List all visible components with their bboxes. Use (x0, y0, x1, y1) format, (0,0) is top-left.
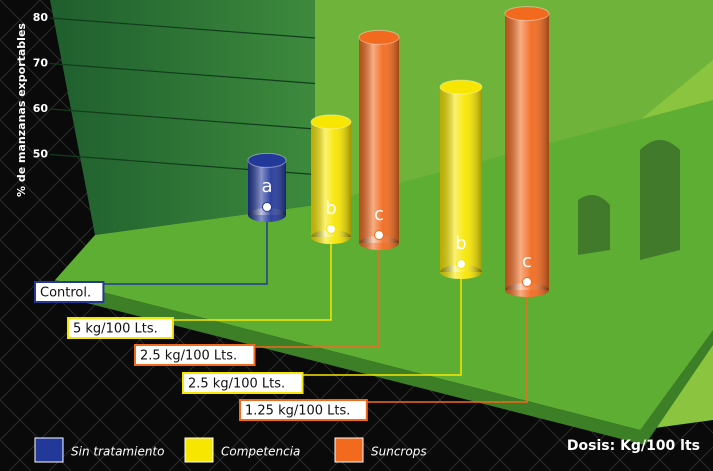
y-tick-label: 80 (33, 11, 49, 24)
cylinder-top (247, 152, 287, 168)
category-label: 1.25 kg/100 Lts. (245, 404, 350, 419)
cylinder-base-shine (359, 236, 399, 250)
cylinder-shine (359, 37, 399, 244)
legend-label: Competencia (221, 445, 300, 459)
category-label: 2.5 kg/100 Lts. (188, 377, 285, 392)
anchor-dot (456, 259, 466, 269)
anchor-dot (374, 230, 384, 240)
cylinder-base-shine (311, 230, 351, 244)
legend-label: Sin tratamiento (71, 445, 164, 459)
legend-swatch (334, 437, 364, 463)
category-label: 2.5 kg/100 Lts. (140, 349, 237, 364)
label-box (134, 344, 256, 366)
label-box (67, 317, 174, 339)
shadow (640, 140, 680, 260)
group-letter: b (325, 198, 336, 219)
cylinder-top (439, 79, 483, 95)
anchor-dot (326, 224, 336, 234)
cylinder-shine (505, 13, 549, 291)
cylinder-base-shine (248, 208, 286, 222)
group-letter: a (261, 176, 272, 197)
cylinder-shine (440, 87, 482, 272)
cylinder-shine (311, 121, 351, 237)
category-label: Control. (40, 286, 91, 301)
anchor-dot (262, 202, 272, 212)
x-axis-label: Dosis: Kg/100 lts (567, 438, 700, 454)
cylinder-base-shine (505, 283, 549, 297)
legend-label: Suncrops (371, 445, 427, 459)
cylinder-top (504, 6, 550, 22)
group-letter: c (374, 204, 384, 225)
legend-swatch (184, 437, 214, 463)
label-box (34, 281, 105, 303)
category-label: 5 kg/100 Lts. (73, 322, 158, 337)
floor-edge (55, 280, 713, 445)
y-tick-label: 70 (33, 57, 49, 70)
grid-line (49, 62, 316, 85)
label-box (182, 372, 304, 394)
label-box (239, 399, 368, 421)
cylinder-top (310, 114, 352, 130)
plot: 5060708090Control.a5 kg/100 Lts.b2.5 kg/… (33, 6, 550, 463)
legend-swatch (34, 437, 64, 463)
shadow (578, 195, 610, 255)
y-tick-label: 50 (33, 148, 49, 161)
grid-line (49, 108, 316, 130)
y-axis-label: % de manzanas exportables (15, 23, 28, 197)
cylinder-base-shine (440, 265, 482, 279)
anchor-dot (522, 277, 532, 287)
cylinder-top (358, 29, 400, 45)
grid-line (49, 17, 316, 39)
group-letter: c (522, 251, 532, 272)
group-letter: b (455, 233, 466, 254)
y-tick-label: 60 (33, 102, 49, 115)
